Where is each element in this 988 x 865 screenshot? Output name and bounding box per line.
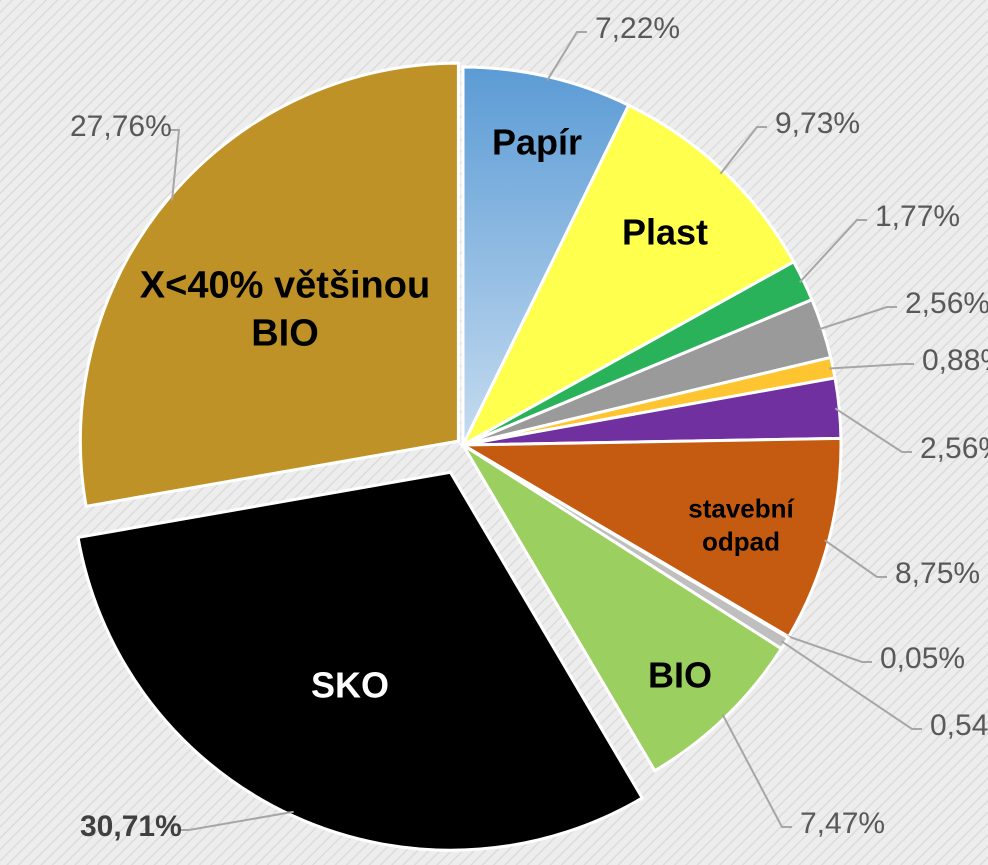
pie-slice xyxy=(457,436,843,639)
value-label: 9,73% xyxy=(775,107,860,140)
pie-slice xyxy=(78,61,460,509)
value-label: 7,47% xyxy=(800,807,885,840)
leader-line xyxy=(834,407,912,453)
value-label: 0,05% xyxy=(880,642,965,675)
leader-line xyxy=(721,713,792,828)
pie-slice xyxy=(76,470,645,852)
value-label: 30,71% xyxy=(80,810,182,843)
leader-line xyxy=(818,306,897,331)
value-label: 0,88% xyxy=(922,344,988,377)
leader-line xyxy=(719,126,767,175)
leader-line xyxy=(546,31,587,82)
value-label: 1,77% xyxy=(875,200,960,233)
slice-name: X<40% většinou BIO xyxy=(139,264,431,355)
value-label: 8,75% xyxy=(895,557,980,590)
leader-line xyxy=(780,640,922,730)
slice-name: Plast xyxy=(621,211,709,253)
leader-line xyxy=(784,634,872,663)
slice-name: stavební odpad xyxy=(688,493,794,557)
leader-line xyxy=(829,363,914,370)
value-label: 0,54% xyxy=(930,709,988,742)
leader-line xyxy=(799,219,867,283)
value-label: 7,22% xyxy=(595,12,680,45)
leader-line xyxy=(179,810,294,831)
leader-line xyxy=(169,129,181,201)
slice-name: SKO xyxy=(310,664,389,706)
value-label: 27,76% xyxy=(70,110,172,143)
slice-name: BIO xyxy=(647,654,712,696)
leader-line xyxy=(824,539,887,578)
value-label: 2,56% xyxy=(905,287,988,320)
value-label: 2,56% xyxy=(920,432,988,465)
pie-slice xyxy=(461,65,631,446)
pie-slice xyxy=(461,443,784,773)
slice-name: Papír xyxy=(491,121,583,163)
